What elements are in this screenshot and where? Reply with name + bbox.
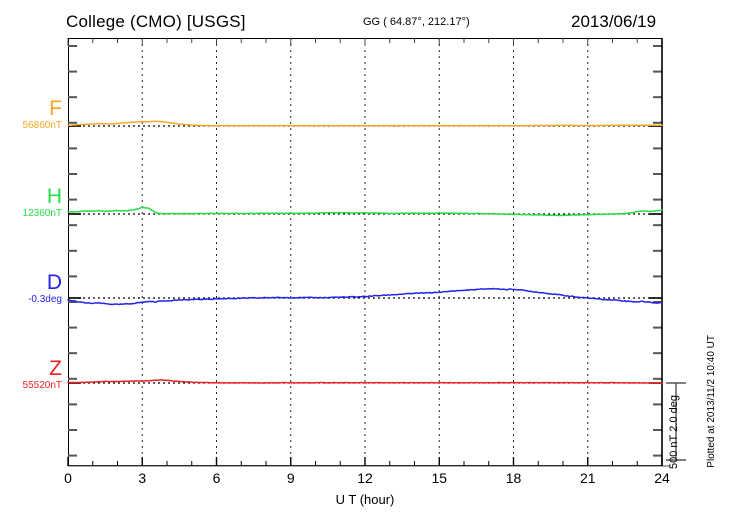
x-tick-label-6: 6 [212,470,221,486]
x-axis-title: U T (hour) [335,492,395,507]
x-tick-label-24: 24 [654,470,670,486]
scale-deg: 2.0 deg [668,395,680,432]
x-tick-label-9: 9 [286,470,295,486]
component-value-Z: 55520nT [22,380,62,391]
trace-F [67,120,663,127]
x-tick-label-12: 12 [357,470,373,486]
coords-text: GG ( 64.87°, 212.17°) [363,16,470,28]
scale-nt: 500 nT [668,434,680,470]
trace-Z [67,379,663,384]
component-letter-H: H [46,185,62,208]
x-tick-label-3: 3 [138,470,147,486]
data-traces [67,120,663,384]
component-value-F: 56860nT [22,120,62,131]
station-title: College (CMO) [USGS] [66,12,246,31]
component-value-D: -0.3deg [28,294,62,305]
component-label-Z: Z 55520nT [0,358,62,392]
x-tick-label-0: 0 [64,470,72,486]
axis-ticks [67,38,670,467]
grid-lines [141,38,589,466]
component-value-H: 12360nT [22,208,62,219]
component-label-D: D -0.3deg [0,272,62,306]
geographic-coordinates: GG ( 64.87°, 212.17°) [363,16,470,28]
scale-bar-label: 500 nT 2.0 deg [668,395,680,469]
plotted-at-label: Plotted at 2013/11/2 10:40 UT [706,335,717,468]
trace-H [67,206,663,217]
x-tick-label-15: 15 [431,470,448,486]
component-label-H: H 12360nT [0,186,62,220]
x-tick-label-21: 21 [579,470,596,486]
trace-D [67,287,663,306]
component-letter-Z: Z [49,357,62,380]
component-letter-D: D [46,271,62,294]
component-letter-F: F [49,97,62,120]
observation-date: 2013/06/19 [571,12,657,31]
component-label-F: F 56860nT [0,98,62,132]
x-tick-label-18: 18 [505,470,522,486]
scale-bar [666,382,686,461]
